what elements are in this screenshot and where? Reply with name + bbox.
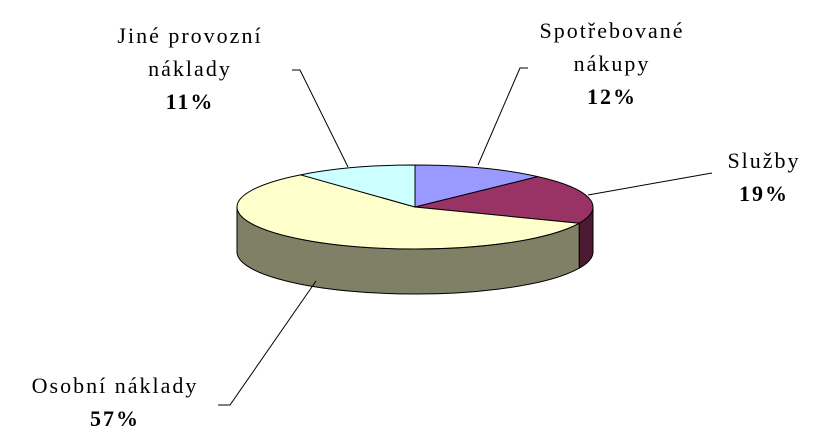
value-label: 12%	[587, 84, 637, 109]
slice-top	[300, 164, 416, 208]
value-label: 19%	[739, 181, 789, 206]
value-label: 57%	[90, 406, 140, 431]
slice-top	[414, 164, 538, 208]
leader-line	[587, 172, 713, 196]
category-label: Osobní náklady	[31, 373, 199, 398]
leader-line	[477, 67, 528, 166]
value-label: 11%	[165, 89, 215, 114]
slice-top	[414, 176, 594, 224]
category-label: Spotřebované nákupy	[539, 18, 685, 76]
slice	[414, 164, 538, 208]
pie	[236, 164, 594, 295]
slice	[236, 174, 581, 295]
slice-top	[236, 174, 581, 250]
category-label: Jiné provozní náklady	[117, 23, 263, 81]
leader-line	[218, 280, 317, 406]
leader-line	[292, 69, 349, 168]
category-label: Služby	[727, 148, 801, 173]
slice	[300, 164, 416, 208]
leader-lines	[218, 67, 713, 406]
